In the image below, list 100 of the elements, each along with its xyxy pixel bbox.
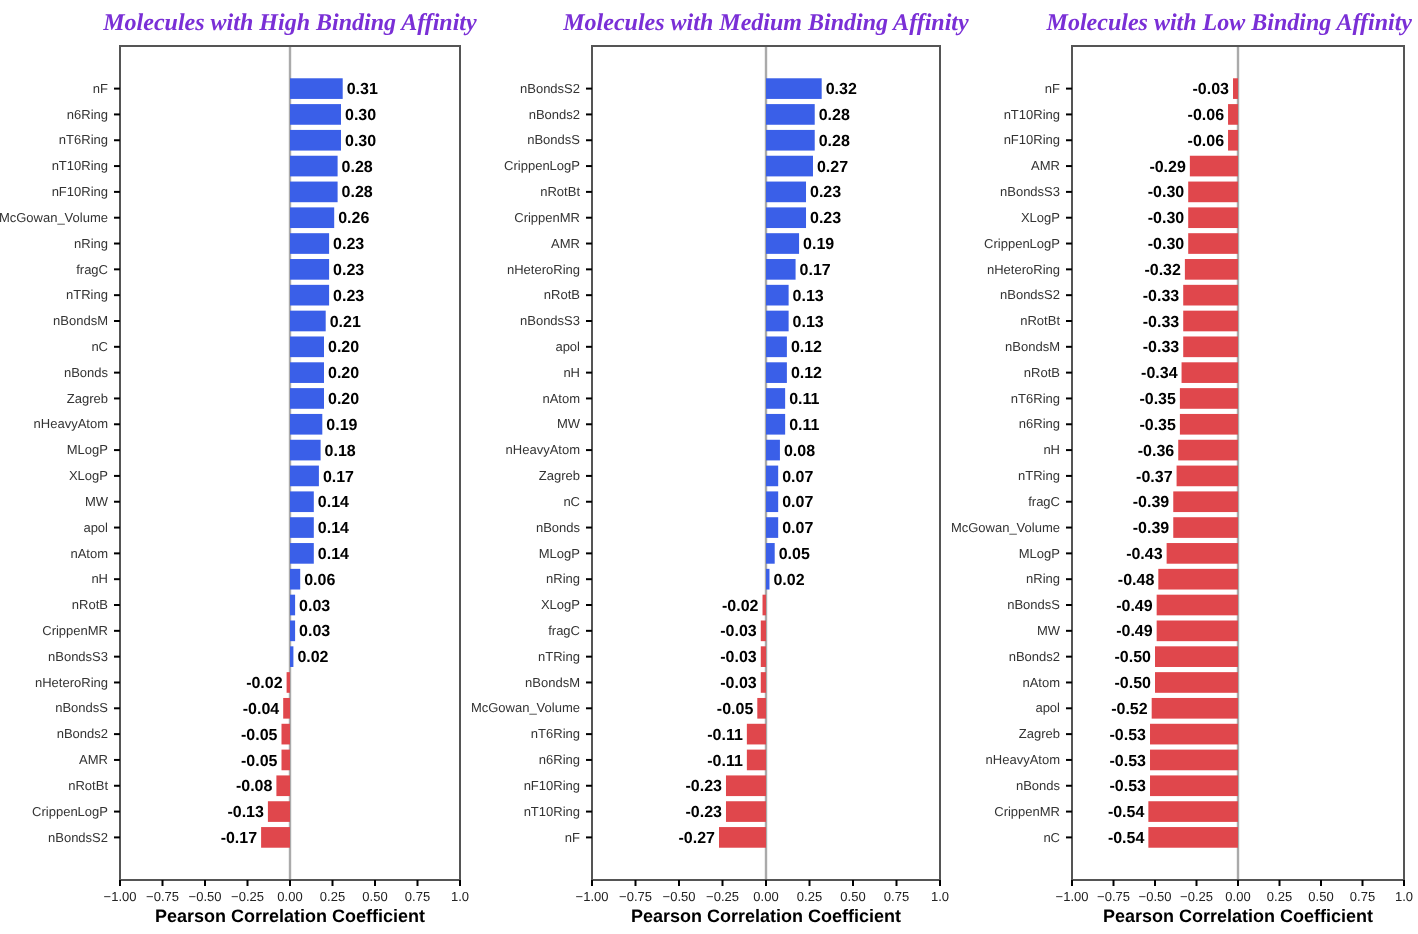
bar [290, 78, 343, 99]
data-label: 0.30 [345, 131, 378, 150]
data-label: -0.02 [722, 596, 760, 615]
bar [725, 775, 766, 797]
data-label: 0.13 [792, 286, 825, 305]
data-label: 0.28 [818, 131, 851, 150]
chart-title: Molecules with Low Binding Affinity [1044, 8, 1414, 36]
data-label: -0.11 [707, 751, 744, 770]
data-label: 0.13 [792, 312, 825, 331]
chart-title: Molecules with High Binding Affinity [101, 8, 479, 36]
bar [757, 697, 766, 719]
data-label: -0.49 [1116, 622, 1154, 641]
bar [276, 775, 290, 797]
data-label: 0.14 [317, 493, 351, 512]
data-label: -0.48 [1117, 570, 1156, 589]
data-label: 0.08 [783, 441, 817, 460]
bar [281, 723, 290, 745]
data-label: -0.35 [1139, 390, 1177, 409]
data-label: 0.20 [328, 364, 361, 383]
data-label: 0.17 [799, 260, 832, 279]
bar [290, 594, 296, 616]
data-label: -0.03 [720, 648, 758, 667]
bar [766, 439, 780, 461]
data-label: -0.39 [1132, 519, 1171, 538]
data-label: 0.28 [818, 106, 851, 125]
data-label: 0.05 [778, 544, 811, 563]
data-label: -0.54 [1107, 829, 1146, 847]
data-label: -0.53 [1109, 777, 1148, 796]
data-label: 0.23 [810, 209, 843, 228]
data-label: -0.23 [685, 803, 724, 822]
data-label: -0.05 [716, 699, 755, 718]
bar [725, 801, 766, 822]
data-label: -0.53 [1109, 751, 1148, 770]
data-label: 0.23 [333, 235, 366, 254]
data-label: 0.12 [790, 364, 824, 383]
data-label: -0.39 [1132, 493, 1171, 512]
bar [760, 672, 766, 693]
bar [290, 207, 335, 229]
data-label: 0.07 [782, 519, 815, 538]
data-label: -0.30 [1147, 209, 1186, 228]
bar [766, 233, 800, 254]
bar [766, 207, 807, 229]
bar [290, 517, 314, 538]
data-label: 0.23 [333, 260, 366, 279]
data-label: 0.27 [816, 157, 850, 176]
bar [290, 439, 321, 461]
data-label: 0.21 [329, 312, 362, 331]
data-label: 0.19 [326, 415, 359, 434]
data-label: 0.18 [324, 441, 357, 460]
data-label: 0.07 [782, 493, 815, 512]
data-label: 0.17 [322, 467, 356, 486]
x-axis-title: Pearson Correlation Coefficient [630, 906, 902, 926]
bar [261, 827, 290, 848]
data-label: 0.07 [782, 467, 815, 486]
data-label: 0.02 [297, 648, 330, 667]
data-label: 0.20 [328, 338, 361, 357]
data-label: 0.28 [341, 183, 374, 202]
data-label: 0.23 [333, 286, 366, 305]
data-label: 0.31 [346, 80, 379, 99]
bar [746, 749, 766, 771]
bar [766, 362, 787, 383]
data-label: -0.02 [246, 674, 284, 693]
data-label: -0.11 [707, 725, 744, 744]
bar [290, 181, 338, 203]
data-label: 0.28 [341, 157, 374, 176]
data-label: 0.20 [328, 390, 361, 409]
data-label: -0.37 [1136, 467, 1174, 486]
bar [766, 336, 787, 358]
data-label: -0.30 [1147, 235, 1186, 254]
data-label: -0.50 [1114, 674, 1153, 693]
data-label: -0.43 [1126, 544, 1164, 563]
bar [766, 259, 796, 280]
data-label: -0.08 [235, 777, 274, 796]
data-label: 0.26 [338, 209, 371, 228]
bar [290, 465, 319, 487]
bar [290, 568, 301, 590]
bar [281, 749, 290, 771]
data-label: -0.17 [220, 829, 259, 847]
data-label: -0.52 [1111, 699, 1149, 718]
bar [766, 388, 786, 409]
x-axis-title: Pearson Correlation Coefficient [1102, 906, 1374, 926]
bar [290, 413, 323, 435]
data-label: 0.02 [773, 570, 806, 589]
bar [290, 155, 338, 177]
data-label: 0.11 [789, 390, 821, 409]
bar [766, 491, 779, 513]
bar [766, 104, 815, 125]
bar [766, 284, 789, 306]
data-label: -0.36 [1137, 441, 1176, 460]
bar [760, 646, 766, 667]
bar [290, 284, 330, 306]
data-label: 0.03 [299, 596, 332, 615]
data-label: -0.33 [1142, 338, 1181, 357]
data-label: -0.13 [227, 803, 265, 822]
data-label: 0.11 [789, 415, 821, 434]
bar [290, 362, 324, 383]
bar [267, 801, 290, 822]
data-label: 0.14 [317, 519, 351, 538]
bar [766, 181, 807, 203]
data-label: -0.49 [1116, 596, 1154, 615]
